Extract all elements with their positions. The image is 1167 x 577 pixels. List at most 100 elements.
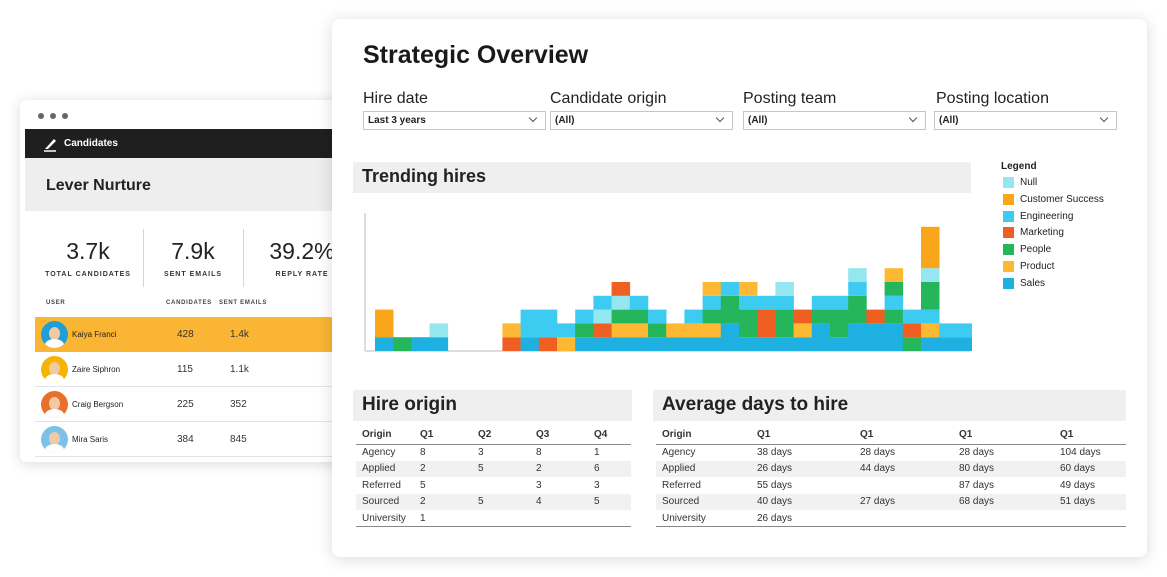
bar-segment[interactable] xyxy=(793,323,813,338)
bar-segment[interactable] xyxy=(666,323,685,338)
legend-item[interactable]: Customer Success xyxy=(1003,193,1104,205)
bar-segment[interactable] xyxy=(611,309,631,324)
candidate-origin-select[interactable]: (All) xyxy=(550,111,733,130)
bar-segment[interactable] xyxy=(648,323,667,338)
bar-segment[interactable] xyxy=(611,282,631,296)
bar-segment[interactable] xyxy=(611,337,631,351)
bar-segment[interactable] xyxy=(702,309,722,324)
bar-segment[interactable] xyxy=(939,323,958,338)
bar-segment[interactable] xyxy=(538,337,558,351)
bar-segment[interactable] xyxy=(739,309,758,338)
bar-segment[interactable] xyxy=(830,295,849,310)
legend-item[interactable]: Sales xyxy=(1003,277,1045,289)
window-dot[interactable] xyxy=(38,113,44,119)
window-dot[interactable] xyxy=(62,113,68,119)
bar-segment[interactable] xyxy=(921,309,940,324)
bar-segment[interactable] xyxy=(720,282,740,296)
bar-segment[interactable] xyxy=(793,309,813,324)
bar-segment[interactable] xyxy=(811,323,831,351)
bar-segment[interactable] xyxy=(629,295,649,310)
legend-item[interactable]: Null xyxy=(1003,177,1037,188)
bar-segment[interactable] xyxy=(902,309,922,324)
bar-segment[interactable] xyxy=(884,295,904,310)
bar-segment[interactable] xyxy=(429,323,449,338)
bar-segment[interactable] xyxy=(684,323,703,338)
bar-segment[interactable] xyxy=(684,337,703,351)
table-row[interactable]: Kaiya Franci 428 1.4k xyxy=(35,317,350,352)
bar-segment[interactable] xyxy=(520,337,540,351)
bar-segment[interactable] xyxy=(775,295,794,310)
bar-segment[interactable] xyxy=(739,282,758,296)
bar-segment[interactable] xyxy=(575,337,594,351)
bar-segment[interactable] xyxy=(957,323,972,338)
bar-segment[interactable] xyxy=(921,268,940,282)
bar-segment[interactable] xyxy=(684,309,703,324)
bar-segment[interactable] xyxy=(375,337,394,351)
table-row[interactable]: Craig Bergson 225 352 xyxy=(35,387,350,422)
bar-segment[interactable] xyxy=(921,226,940,269)
bar-segment[interactable] xyxy=(793,337,813,351)
bar-segment[interactable] xyxy=(648,309,667,324)
bar-segment[interactable] xyxy=(393,337,412,351)
table-row[interactable]: Mira Saris 384 845 xyxy=(35,422,350,457)
posting-team-select[interactable]: (All) xyxy=(743,111,926,130)
bar-segment[interactable] xyxy=(775,337,794,351)
window-controls[interactable] xyxy=(38,113,68,119)
bar-segment[interactable] xyxy=(848,323,867,351)
bar-segment[interactable] xyxy=(848,282,867,296)
bar-segment[interactable] xyxy=(884,282,904,296)
bar-segment[interactable] xyxy=(557,323,576,338)
bar-segment[interactable] xyxy=(593,337,612,351)
bar-segment[interactable] xyxy=(848,295,867,324)
bar-segment[interactable] xyxy=(429,337,449,351)
bar-segment[interactable] xyxy=(811,295,831,310)
bar-segment[interactable] xyxy=(884,323,904,351)
bar-segment[interactable] xyxy=(611,323,631,338)
bar-segment[interactable] xyxy=(375,309,394,338)
bar-segment[interactable] xyxy=(775,282,794,296)
bar-segment[interactable] xyxy=(757,337,776,351)
bar-segment[interactable] xyxy=(502,337,521,351)
bar-segment[interactable] xyxy=(702,295,722,310)
bar-segment[interactable] xyxy=(939,337,958,351)
bar-segment[interactable] xyxy=(629,309,649,324)
bar-segment[interactable] xyxy=(811,309,831,324)
bar-segment[interactable] xyxy=(611,295,631,310)
bar-segment[interactable] xyxy=(702,282,722,296)
bar-segment[interactable] xyxy=(557,337,576,351)
bar-segment[interactable] xyxy=(702,337,722,351)
table-row[interactable]: Zaire Siphron 115 1.1k xyxy=(35,352,350,387)
bar-segment[interactable] xyxy=(757,309,776,338)
window-dot[interactable] xyxy=(50,113,56,119)
bar-segment[interactable] xyxy=(921,337,940,351)
bar-segment[interactable] xyxy=(666,337,685,351)
bar-segment[interactable] xyxy=(902,323,922,338)
bar-segment[interactable] xyxy=(575,323,594,338)
bar-segment[interactable] xyxy=(629,337,649,351)
bar-segment[interactable] xyxy=(720,323,740,351)
legend-item[interactable]: Product xyxy=(1003,261,1054,272)
bar-segment[interactable] xyxy=(866,309,885,324)
bar-segment[interactable] xyxy=(830,309,849,338)
bar-segment[interactable] xyxy=(757,295,776,310)
bar-segment[interactable] xyxy=(575,309,594,324)
bar-segment[interactable] xyxy=(884,268,904,282)
hire-date-select[interactable]: Last 3 years xyxy=(363,111,546,130)
bar-segment[interactable] xyxy=(648,337,667,351)
legend-item[interactable]: Marketing xyxy=(1003,227,1064,239)
bar-segment[interactable] xyxy=(411,337,430,351)
bar-segment[interactable] xyxy=(739,337,758,351)
bar-segment[interactable] xyxy=(957,337,972,351)
bar-segment[interactable] xyxy=(538,309,558,338)
bar-segment[interactable] xyxy=(775,309,794,338)
candidates-tab-label[interactable]: Candidates xyxy=(64,138,118,149)
bar-segment[interactable] xyxy=(593,323,612,338)
bar-segment[interactable] xyxy=(921,282,940,310)
bar-segment[interactable] xyxy=(520,309,540,338)
bar-segment[interactable] xyxy=(720,295,740,324)
bar-segment[interactable] xyxy=(629,323,649,338)
bar-segment[interactable] xyxy=(502,323,521,338)
bar-segment[interactable] xyxy=(739,295,758,310)
bar-segment[interactable] xyxy=(902,337,922,351)
bar-segment[interactable] xyxy=(702,323,722,338)
